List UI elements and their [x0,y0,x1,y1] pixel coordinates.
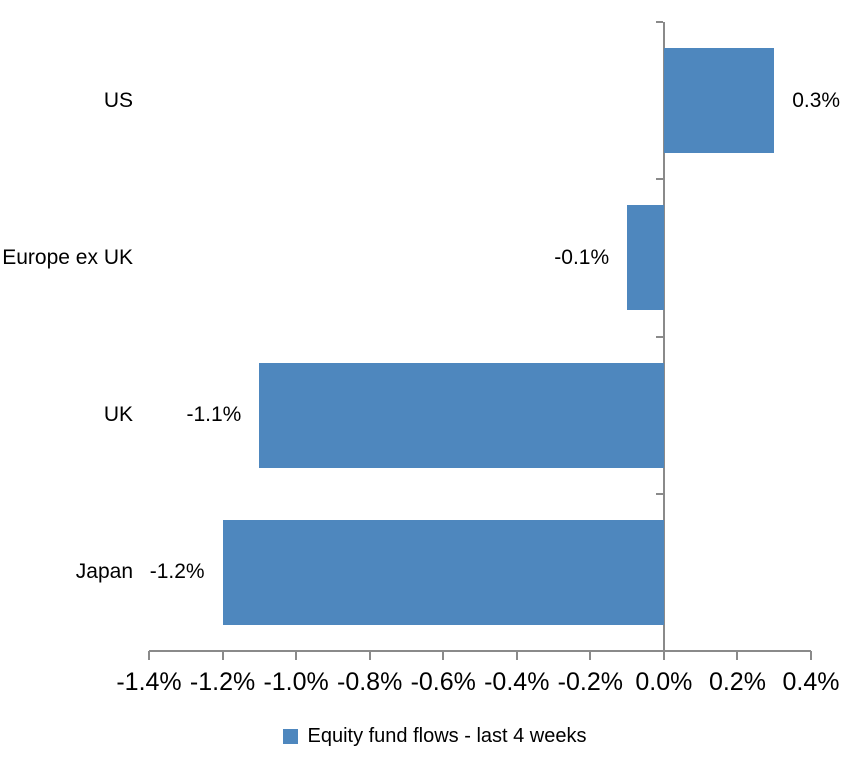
x-axis-tick-label: 0.0% [635,668,693,696]
x-axis-tick-label: 0.2% [708,668,766,696]
x-axis-tick-label: -1.0% [263,668,329,696]
category-label-japan: Japan [75,560,133,584]
category-boundary-tick [655,21,663,23]
category-boundary-tick [655,335,663,338]
x-axis-tick-label: -1.2% [189,668,256,696]
x-axis-tick-label: -0.6% [410,668,476,696]
x-axis-tick-label: -0.8% [337,668,403,696]
x-axis-tick-mark [589,651,592,660]
x-axis-tick-mark [810,651,812,660]
x-axis-tick-mark [368,651,371,660]
value-label-europe-ex-uk: -0.1% [554,245,610,269]
value-label-us: 0.3% [792,88,841,112]
bar-uk [259,362,664,468]
value-label-japan: -1.2% [149,560,205,584]
legend-series-label: Equity fund flows - last 4 weeks [307,724,587,747]
bar-us [663,48,775,154]
bar-europe-ex-uk [627,205,664,311]
x-axis-tick-mark [736,651,739,660]
x-axis-tick-mark [221,651,224,660]
x-axis-tick-label: -0.2% [557,668,623,696]
bar-japan [222,519,664,625]
y-axis-zero-line [662,22,665,660]
x-axis-tick-mark [442,651,445,660]
chart-legend: Equity fund flows - last 4 weeks [0,722,852,750]
category-boundary-tick [655,492,663,495]
x-axis-tick-mark [148,651,150,660]
x-axis-line [149,650,811,652]
category-label-uk: UK [103,403,133,427]
x-axis-tick-mark [662,651,665,660]
legend-swatch-icon [283,728,299,744]
x-axis-tick-label: -1.4% [116,668,182,696]
x-axis-tick-label: -0.4% [484,668,550,696]
category-label-us: US [103,88,133,112]
x-axis-tick-mark [515,651,518,660]
value-label-uk: -1.1% [186,403,242,427]
x-axis-tick-label: 0.4% [782,668,840,696]
x-axis-tick-mark [295,651,298,660]
category-boundary-tick [655,178,663,181]
category-label-europe-ex-uk: Europe ex UK [2,245,133,269]
